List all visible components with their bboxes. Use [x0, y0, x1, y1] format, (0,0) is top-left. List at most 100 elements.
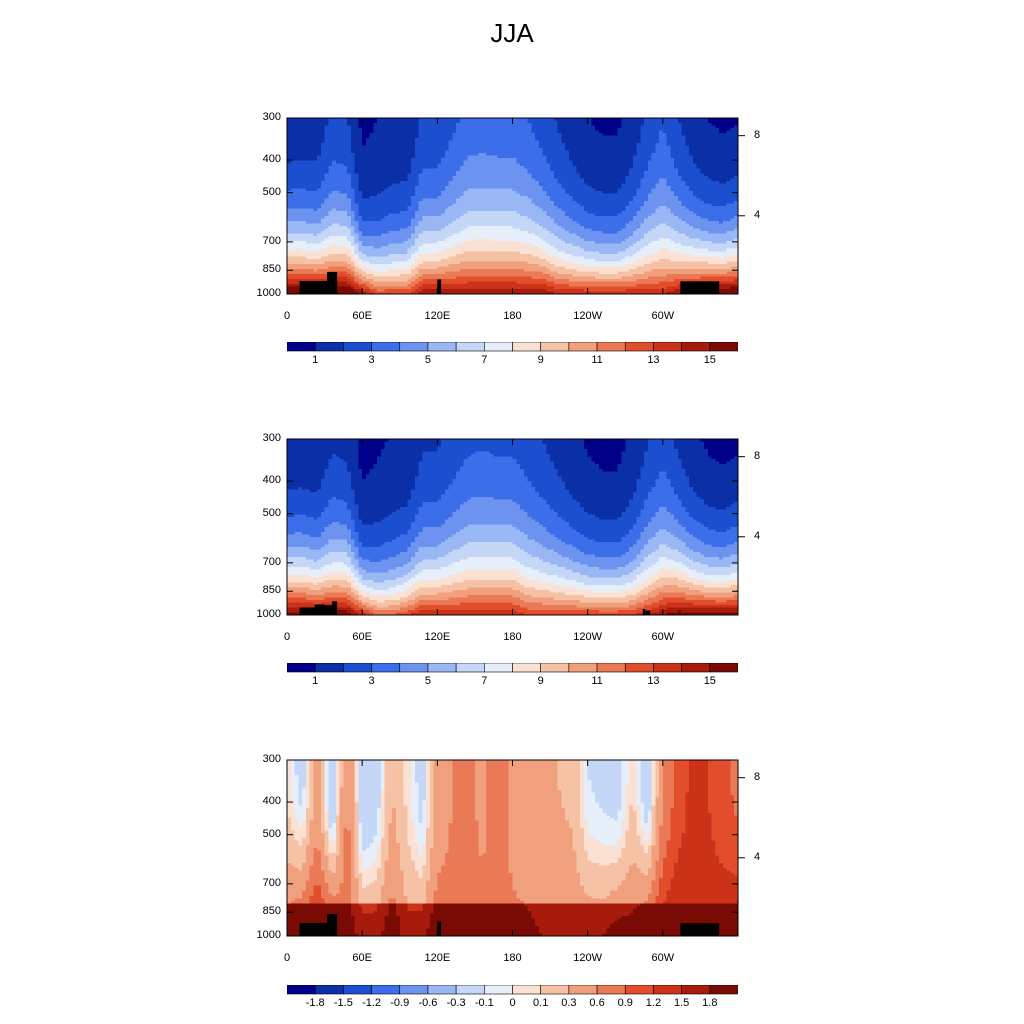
- colorbar-label: -0.1: [464, 997, 504, 1009]
- colorbar-swatch: [596, 985, 626, 995]
- colorbar-swatch: [484, 985, 513, 995]
- y-tick-label: 700: [245, 235, 281, 247]
- colorbar-label: 5: [408, 354, 448, 366]
- colorbar-label: 11: [577, 675, 617, 687]
- topography-mask: [437, 279, 442, 294]
- y-tick-label: 400: [245, 474, 281, 486]
- colorbar-label: 7: [464, 354, 504, 366]
- x-tick-label: 60E: [337, 952, 387, 964]
- x-tick-label: 120E: [412, 952, 462, 964]
- colorbar-label: 9: [521, 354, 561, 366]
- colorbar-swatch: [427, 663, 457, 673]
- colorbar-label: 3: [352, 354, 392, 366]
- x-tick-label: 0: [262, 631, 312, 643]
- colorbar-label: 0: [493, 997, 533, 1009]
- y-tick-label: 300: [245, 753, 281, 765]
- colorbar-swatch: [371, 663, 401, 673]
- y2-tick-label: 4: [754, 530, 760, 542]
- y2-tick-label: 8: [754, 771, 760, 783]
- colorbar-swatch: [343, 342, 372, 352]
- y-tick-label: 500: [245, 186, 281, 198]
- colorbar-label: 13: [633, 354, 673, 366]
- y2-tick-label: 4: [754, 209, 760, 221]
- x-tick-label: 60W: [638, 310, 688, 322]
- colorbar-swatch: [512, 342, 541, 352]
- field-cells: [287, 118, 739, 295]
- y-tick-label: 400: [245, 795, 281, 807]
- y2-tick-label: 8: [754, 129, 760, 141]
- y2-tick-label: 8: [754, 450, 760, 462]
- x-tick-label: 120W: [563, 310, 613, 322]
- y-tick-label: 400: [245, 153, 281, 165]
- figure-title: JJA: [0, 18, 1024, 49]
- colorbar-label: 1.2: [633, 997, 673, 1009]
- field-cells: [287, 439, 739, 616]
- topography-mask: [645, 610, 651, 615]
- colorbar-label: -0.3: [436, 997, 476, 1009]
- colorbar-swatch: [653, 663, 682, 673]
- colorbar-swatch: [399, 663, 429, 673]
- colorbar-label: -0.6: [408, 997, 448, 1009]
- colorbar-label: -1.5: [323, 997, 363, 1009]
- colorbar-label: 1: [295, 675, 335, 687]
- colorbar-swatch: [540, 342, 570, 352]
- topography-mask: [680, 281, 720, 294]
- colorbar-swatch: [653, 342, 682, 352]
- y-tick-label: 1000: [245, 608, 281, 620]
- colorbar-label: 7: [464, 675, 504, 687]
- colorbar-label: 1.5: [662, 997, 702, 1009]
- x-tick-label: 0: [262, 310, 312, 322]
- x-tick-label: 60W: [638, 952, 688, 964]
- y-tick-label: 850: [245, 584, 281, 596]
- colorbar-swatch: [287, 342, 316, 352]
- colorbar-label: 15: [690, 675, 730, 687]
- colorbar-label: 0.1: [521, 997, 561, 1009]
- colorbar-swatch: [343, 985, 372, 995]
- colorbar-swatch: [512, 985, 541, 995]
- x-tick-label: 0: [262, 952, 312, 964]
- y2-tick-label: 4: [754, 851, 760, 863]
- colorbar-swatch: [343, 663, 372, 673]
- x-tick-label: 120E: [412, 310, 462, 322]
- colorbar-label: 9: [521, 675, 561, 687]
- colorbar-swatch: [681, 663, 711, 673]
- colorbar-label: 0.3: [549, 997, 589, 1009]
- colorbar-swatch: [371, 342, 401, 352]
- topography-mask: [314, 604, 325, 615]
- topography-mask: [680, 923, 720, 936]
- colorbar-swatch: [399, 342, 429, 352]
- colorbar-swatch: [314, 985, 344, 995]
- x-tick-label: 120W: [563, 631, 613, 643]
- colorbar-swatch: [455, 663, 485, 673]
- colorbar-swatch: [540, 985, 570, 995]
- colorbar-swatch: [709, 663, 738, 673]
- colorbar-swatch: [624, 342, 654, 352]
- topography-mask: [299, 607, 315, 615]
- colorbar-label: 0.9: [605, 997, 645, 1009]
- colorbar-swatch: [596, 342, 626, 352]
- colorbar-swatch: [681, 985, 711, 995]
- colorbar-swatch: [624, 663, 654, 673]
- y-tick-label: 1000: [245, 929, 281, 941]
- heatmap-plot: [286, 117, 745, 295]
- y-tick-label: 700: [245, 556, 281, 568]
- topography-mask: [332, 601, 338, 615]
- y-tick-label: 500: [245, 507, 281, 519]
- x-tick-label: 120W: [563, 952, 613, 964]
- colorbar-label: 3: [352, 675, 392, 687]
- colorbar-swatch: [455, 342, 485, 352]
- topography-mask: [324, 605, 333, 615]
- colorbar-swatch: [709, 985, 738, 995]
- y-tick-label: 850: [245, 263, 281, 275]
- colorbar-label: -1.2: [352, 997, 392, 1009]
- colorbar-swatch: [371, 985, 401, 995]
- y-tick-label: 300: [245, 432, 281, 444]
- colorbar-swatch: [568, 342, 598, 352]
- y-tick-label: 1000: [245, 287, 281, 299]
- colorbar-swatch: [624, 985, 654, 995]
- colorbar-label: 0.6: [577, 997, 617, 1009]
- colorbar-swatch: [314, 342, 344, 352]
- colorbar-swatch: [568, 985, 598, 995]
- colorbar-label: 1.8: [690, 997, 730, 1009]
- colorbar-swatch: [653, 985, 682, 995]
